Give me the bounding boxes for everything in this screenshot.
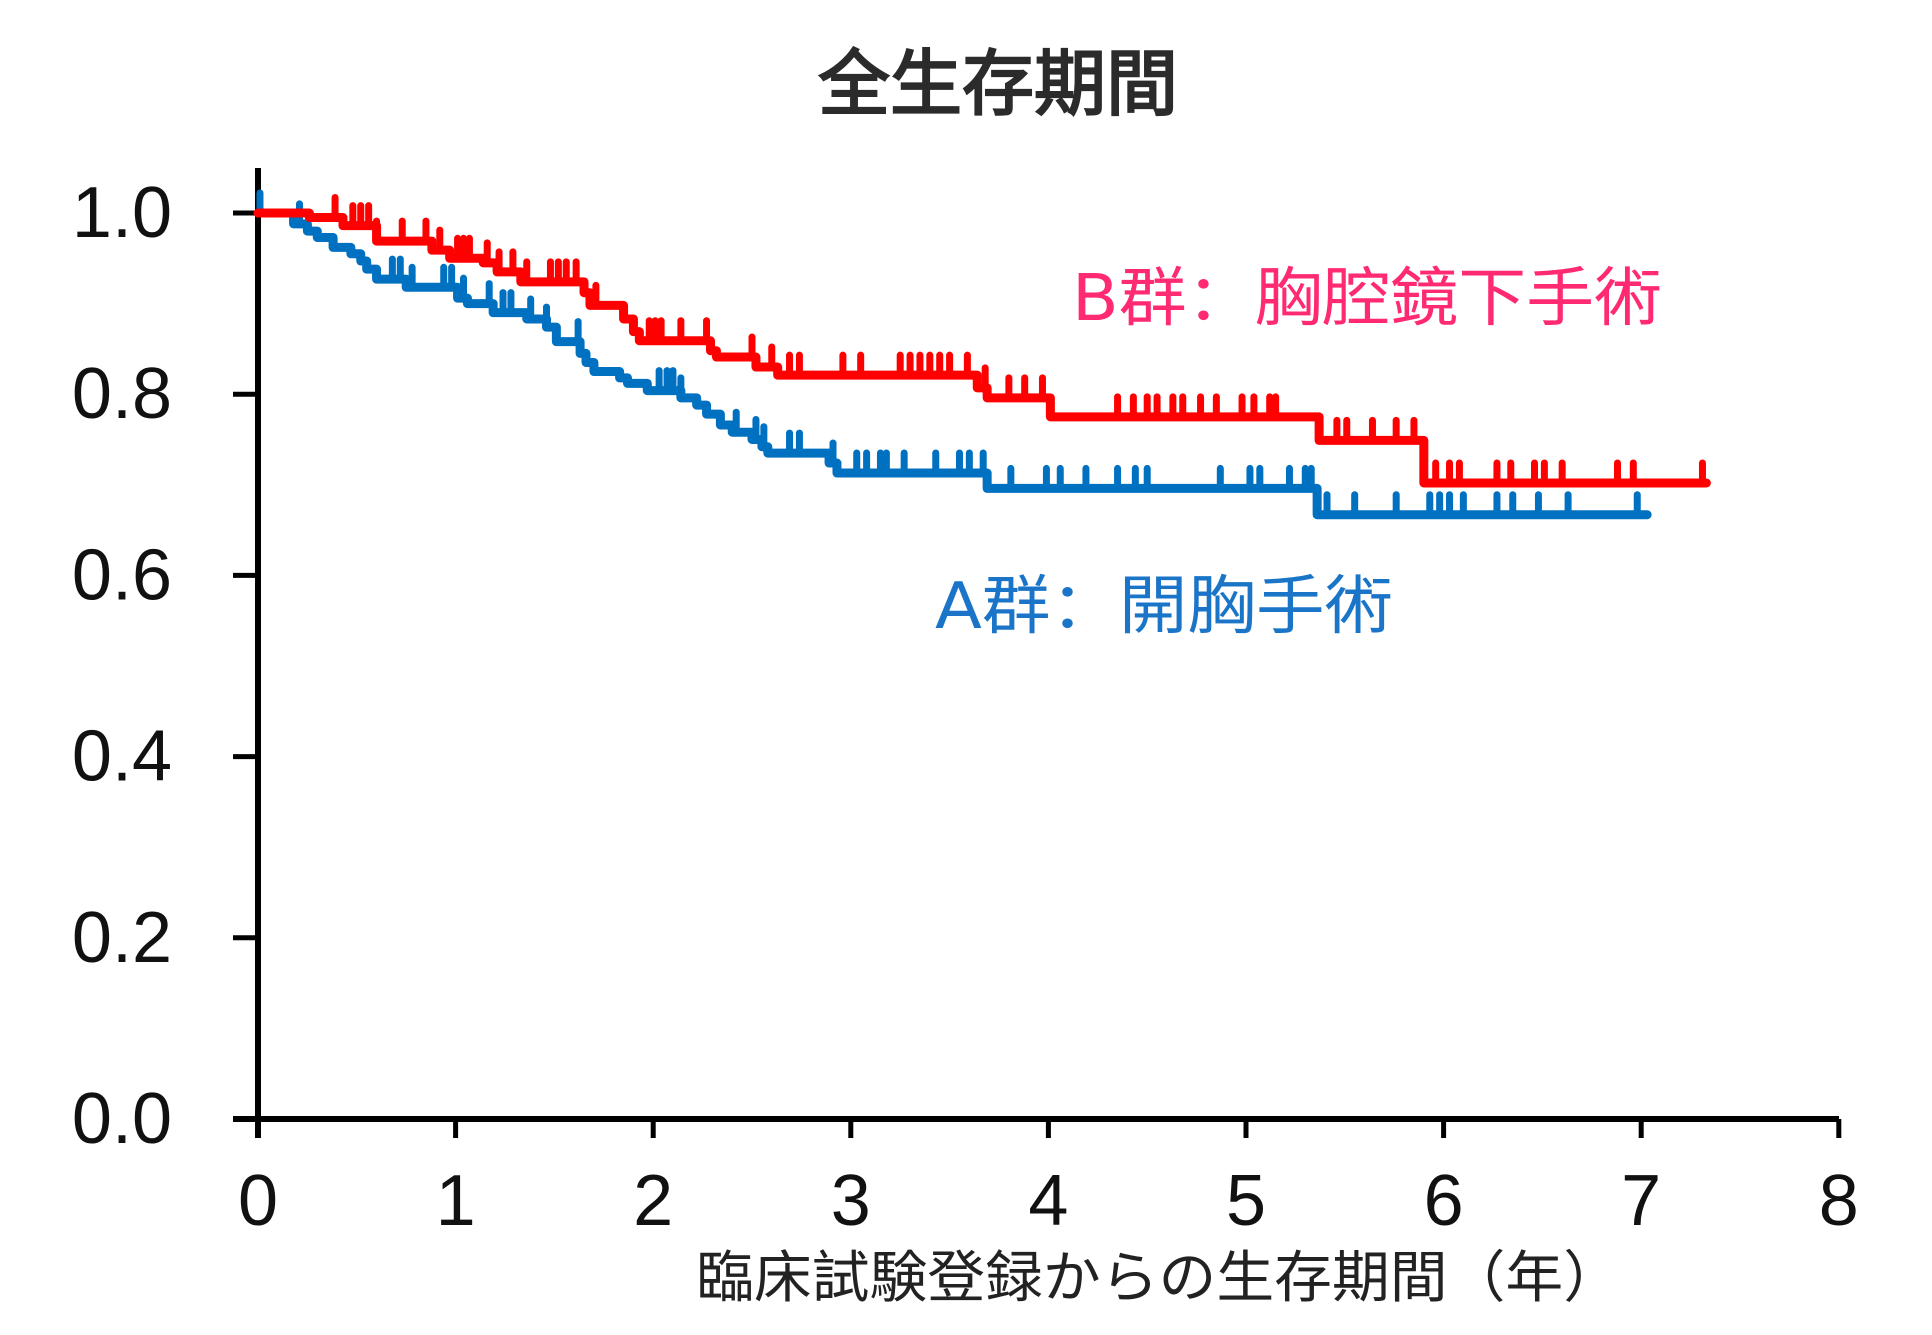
- x-tick-label: 5: [1226, 1161, 1266, 1241]
- x-tick-label: 0: [238, 1161, 278, 1241]
- x-tick-label: 3: [831, 1161, 871, 1241]
- legend-label-group-a: A群：開胸手術: [935, 570, 1393, 644]
- y-tick-label: 0.2: [72, 898, 172, 978]
- survival-curves: [253, 189, 1711, 520]
- y-tick-label: 0.8: [72, 354, 172, 434]
- y-tick-label: 0.6: [72, 535, 172, 615]
- y-tick-label: 1.0: [72, 173, 172, 253]
- x-tick-label: 6: [1424, 1161, 1464, 1241]
- x-tick-label: 8: [1819, 1161, 1859, 1241]
- x-tick-label: 7: [1621, 1161, 1661, 1241]
- y-tick-label: 0.0: [72, 1079, 172, 1159]
- legend-label-group-b: B群：胸腔鏡下手術: [1072, 262, 1662, 336]
- group-b-series: [253, 194, 1711, 488]
- x-tick-label: 1: [436, 1161, 476, 1241]
- x-tick-label: 2: [633, 1161, 673, 1241]
- chart-title: 全生存期間: [817, 42, 1178, 126]
- group-b-survival-curve: [253, 208, 1711, 488]
- x-axis-title: 臨床試験登録からの生存期間（年）: [696, 1246, 1621, 1311]
- group-a-series: [253, 189, 1652, 520]
- x-tick-label: 4: [1028, 1161, 1068, 1241]
- y-tick-label: 0.4: [72, 717, 172, 797]
